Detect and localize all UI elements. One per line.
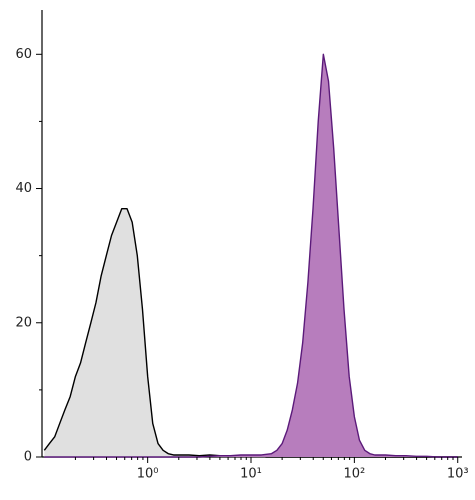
x-tick-label: 10⁰ (137, 467, 159, 482)
histogram-line (44, 53, 458, 458)
y-tick-label: 40 (15, 181, 32, 196)
plot-area (43, 53, 458, 458)
y-tick-label: 20 (15, 315, 32, 330)
x-tick-label: 10¹ (240, 467, 262, 482)
x-tick-label: 10² (343, 467, 365, 482)
x-tick-label: 10³ (447, 467, 469, 482)
histogram-fill (44, 208, 458, 457)
y-tick-label: 0 (24, 450, 32, 465)
y-tick-label: 60 (15, 47, 32, 62)
